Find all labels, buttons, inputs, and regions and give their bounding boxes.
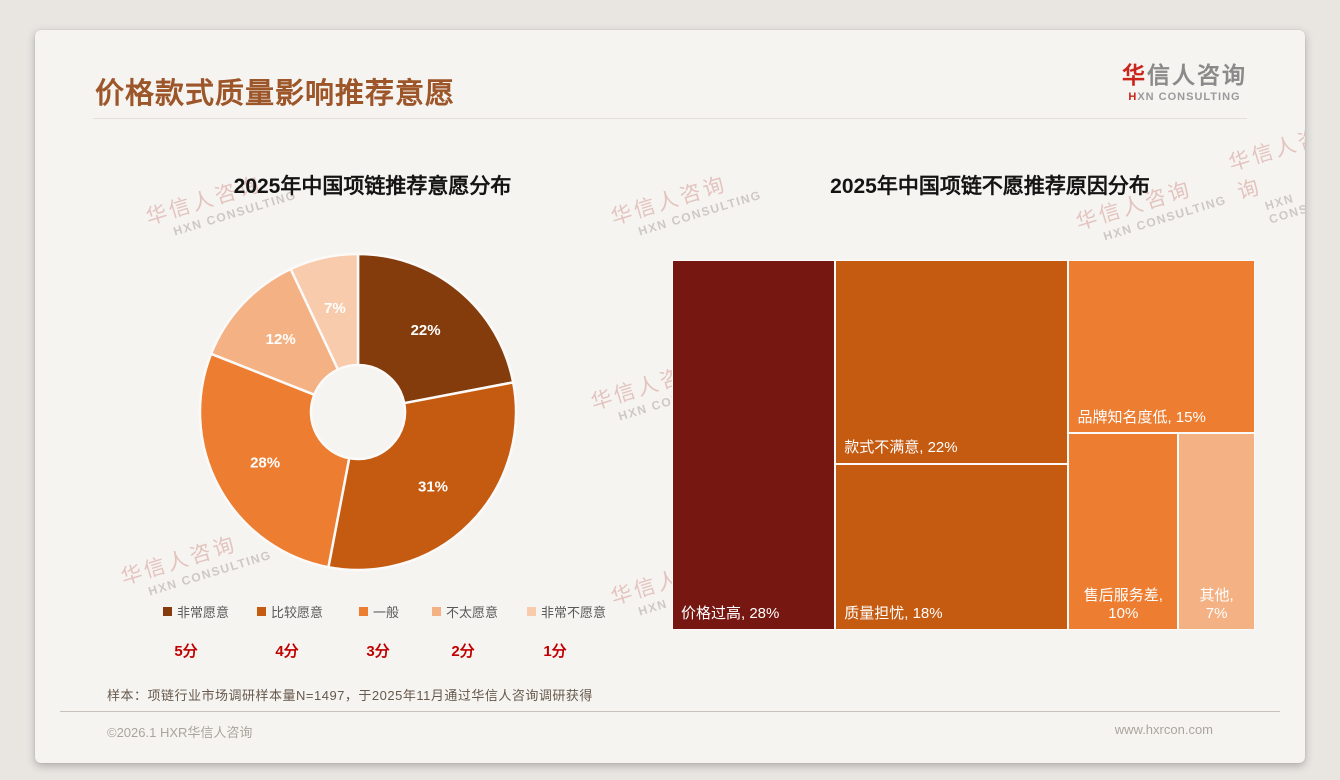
treemap-cell-品牌知名度低: 品牌知名度低, 15% [1068,260,1255,434]
treemap-cell-label: 价格过高, 28% [681,605,780,623]
treemap-cell-label: 质量担忧, 18% [844,605,943,623]
treemap-cell-label: 品牌知名度低, 15% [1077,408,1206,426]
legend-label: 不太愿意 [446,605,499,620]
treemap-chart: 价格过高, 28% 款式不满意, 22% 质量担忧, 18% 品牌知名度低, 15% 售… [672,260,1255,630]
score-label-5: 1分 [543,643,567,660]
treemap-cell-label: 售后服务差, 10% [1083,586,1163,623]
legend-swatch [359,607,368,616]
logo-rest-chars: 信人咨询 [1147,62,1247,88]
legend-swatch [257,607,266,616]
sample-footnote: 样本：项链行业市场调研样本量N=1497，于2025年11月通过华信人咨询调研获… [107,688,593,703]
logo-sub-accent: H [1128,91,1138,103]
score-label-4: 2分 [451,643,475,660]
treemap-cell-label: 款式不满意, 22% [844,438,958,456]
donut-slice-3 [198,352,351,569]
donut-slice-5 [289,252,360,372]
donut-slice-label: 7% [324,300,346,317]
donut-slice-label: 31% [418,479,448,496]
logo-sub-rest: XN CONSULTING [1137,91,1241,103]
legend-label: 非常愿意 [177,605,230,620]
title-divider [93,118,1247,119]
logo-subtitle: HXN CONSULTING [1122,91,1247,103]
legend-swatch [432,607,441,616]
treemap-chart-title: 2025年中国项链不愿推荐原因分布 [830,175,1150,198]
score-label-3: 3分 [366,643,390,660]
donut-slice-label: 12% [266,331,296,348]
website-text: www.hxrcon.com [1114,722,1213,737]
treemap-cell-款式不满意: 款式不满意, 22% [835,260,1069,464]
treemap-cell-质量担忧: 质量担忧, 18% [835,463,1069,630]
treemap-cell-价格过高: 价格过高, 28% [672,260,836,630]
treemap-cell-售后服务差: 售后服务差, 10% [1068,433,1179,630]
page-title: 价格款式质量影响推荐意愿 [95,78,456,110]
logo-text: 华信人咨询 [1122,56,1247,90]
legend-item-1: 非常愿意 [163,602,229,621]
donut-slice-1 [356,252,515,405]
donut-slice-label: 22% [411,322,441,339]
legend-label: 一般 [373,605,400,620]
slide-card: 华信人咨询 HXN CONSULTING 华信人咨询 HXN CONSULTING 华信… [35,30,1305,763]
footer-divider [60,711,1280,712]
donut-slice-4 [209,267,340,397]
legend-item-3: 一般 [359,602,399,621]
legend-label: 非常不愿意 [541,605,607,620]
donut-chart: 22% 31% 28% 12% 7% [198,252,518,572]
score-label-1: 5分 [174,643,198,660]
legend-swatch [163,607,172,616]
donut-slice-label: 28% [250,455,280,472]
treemap-cell-其他: 其他, 7% [1178,433,1255,630]
donut-chart-title: 2025年中国项链推荐意愿分布 [233,175,512,198]
donut-slice-2 [326,380,518,572]
legend-item-4: 不太愿意 [432,602,498,621]
score-label-2: 4分 [275,643,299,660]
legend-label: 比较愿意 [271,605,324,620]
donut-legend: 非常愿意 比较愿意 一般 不太愿意 非常不愿意 [35,602,695,622]
legend-item-5: 非常不愿意 [527,602,606,621]
logo-accent-char: 华 [1122,62,1147,88]
treemap-cell-label: 其他, 7% [1199,586,1234,623]
copyright-text: ©2026.1 HXR华信人咨询 [107,725,253,740]
legend-item-2: 比较愿意 [257,602,323,621]
legend-swatch [527,607,536,616]
company-logo: 华信人咨询 HXN CONSULTING [1122,56,1247,103]
score-labels-row: 5分 4分 3分 2分 1分 [35,640,695,660]
